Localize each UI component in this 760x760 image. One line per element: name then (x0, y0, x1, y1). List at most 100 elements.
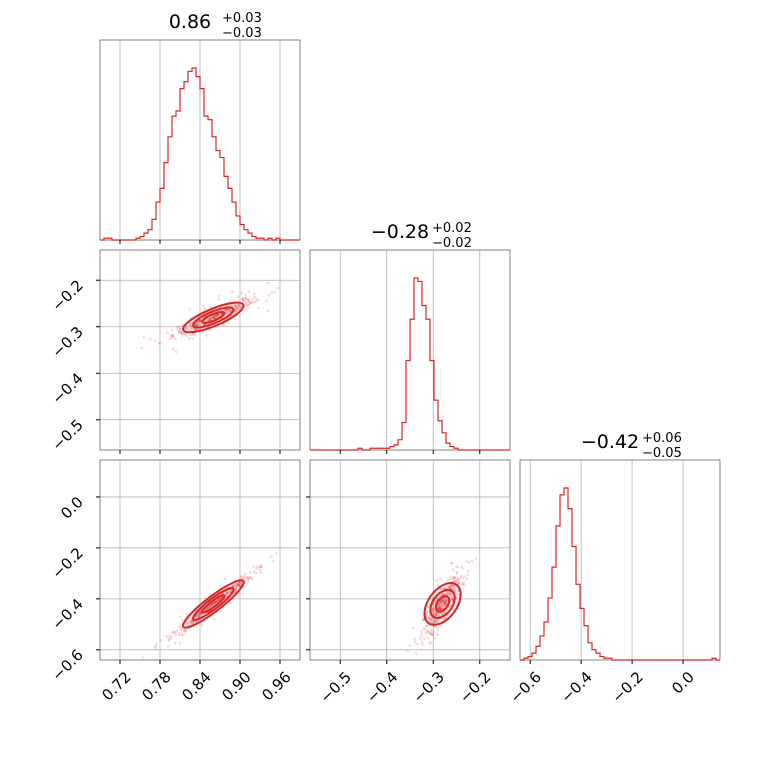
sample-point (207, 606, 211, 609)
sample-point (442, 597, 446, 600)
sample-point (175, 629, 179, 633)
sample-point (195, 322, 198, 326)
sample-point (237, 583, 240, 587)
samples-p1_vs_p0 (140, 281, 280, 354)
sample-point (184, 326, 187, 330)
sample-point (252, 570, 256, 573)
sample-point (466, 573, 470, 577)
sample-point (426, 630, 430, 634)
sample-point (453, 589, 457, 593)
sample-point (440, 612, 444, 616)
sample-point (276, 287, 280, 290)
param-title-minus-p0: −0.03 (222, 26, 262, 41)
sample-point (173, 631, 176, 634)
sample-point (203, 307, 206, 311)
histogram-p2 (520, 487, 720, 661)
sample-point (444, 604, 447, 607)
sample-point (435, 613, 438, 617)
sample-point (140, 346, 144, 349)
histogram-p0 (100, 67, 300, 241)
sample-point (214, 600, 218, 604)
sample-point (436, 618, 439, 622)
sample-point (226, 307, 230, 311)
contour-level (192, 306, 235, 329)
sample-point (198, 318, 202, 322)
sample-point (243, 299, 247, 303)
sample-point (413, 637, 416, 641)
contour-level (181, 579, 245, 629)
sample-point (241, 296, 244, 299)
sample-point (422, 618, 426, 622)
sample-point (154, 644, 157, 648)
sample-point (443, 600, 446, 604)
sample-point (193, 333, 197, 337)
sample-point (439, 602, 442, 605)
sample-point (441, 598, 445, 601)
sample-point (427, 618, 431, 621)
sample-point (461, 583, 464, 586)
y-tick-label: −0.4 (48, 595, 86, 633)
sample-point (179, 330, 183, 334)
sample-point (142, 335, 146, 339)
sample-point (244, 302, 247, 306)
sample-point (251, 298, 255, 301)
x-tick-label: −0.4 (557, 668, 595, 706)
sample-point (178, 633, 181, 637)
sample-point (437, 613, 441, 617)
sample-point (197, 320, 200, 324)
sample-point (224, 308, 227, 312)
sample-point (240, 576, 243, 580)
sample-point (235, 584, 239, 587)
sample-point (246, 578, 250, 581)
sample-point (428, 631, 432, 634)
sample-point (157, 341, 161, 345)
sample-point (433, 618, 437, 622)
sample-point (198, 610, 201, 614)
sample-point (426, 605, 430, 609)
sample-point (238, 583, 242, 586)
sample-point (214, 599, 218, 603)
sample-point (247, 290, 251, 294)
sample-point (177, 329, 180, 332)
sample-point (154, 339, 157, 343)
sample-point (431, 633, 434, 636)
sample-point (448, 605, 451, 608)
sample-point (239, 305, 243, 309)
sample-point (252, 301, 256, 304)
sample-point (212, 602, 215, 606)
sample-point (443, 603, 446, 606)
sample-point (450, 587, 453, 590)
sample-point (241, 298, 245, 301)
sample-point (443, 605, 446, 608)
sample-point (174, 350, 178, 354)
sample-point (443, 592, 447, 595)
sample-point (189, 328, 192, 332)
sample-point (470, 559, 474, 563)
sample-point (440, 593, 443, 597)
sample-point (166, 645, 170, 648)
sample-point (216, 599, 220, 603)
sample-point (174, 631, 177, 634)
sample-point (165, 634, 168, 638)
sample-point (230, 308, 233, 312)
sample-point (159, 639, 163, 642)
sample-point (246, 580, 250, 583)
sample-point (177, 631, 181, 635)
sample-point (453, 579, 457, 583)
sample-point (244, 572, 247, 576)
sample-point (448, 586, 451, 589)
sample-point (436, 629, 439, 632)
sample-point (408, 643, 412, 647)
sample-point (191, 621, 195, 624)
sample-point (237, 583, 240, 587)
sample-point (456, 578, 460, 581)
sample-point (453, 588, 456, 592)
sample-point (430, 633, 434, 636)
sample-point (230, 290, 234, 293)
sample-point (440, 599, 444, 603)
hist-panel-p2 (519, 459, 721, 661)
sample-point (434, 600, 437, 603)
sample-point (183, 628, 187, 632)
sample-point (450, 561, 454, 565)
sample-point (438, 603, 441, 607)
